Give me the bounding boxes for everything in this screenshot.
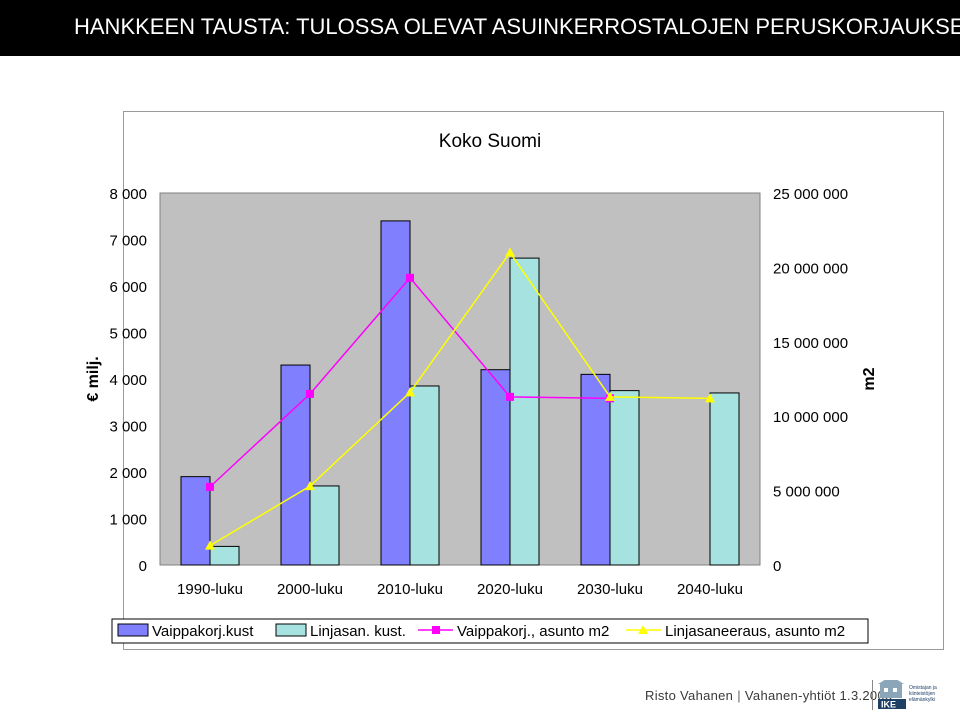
legend-swatch [117,623,149,637]
bar [209,545,240,566]
series-line [209,251,711,547]
y-tick-label: 7 000 [109,233,147,250]
bar [280,364,311,566]
bar [509,257,540,566]
footer: Risto Vahanen | Vahanen-yhtiöt 1.3.2005 [645,688,893,703]
legend-label: Linjasaneeraus, asunto m2 [665,623,845,640]
bar [609,390,640,566]
legend-marker [432,626,440,634]
point-marker [406,273,414,282]
point-marker [206,482,214,491]
y-tick-label: 5 000 [109,326,147,343]
x-tick-label: 2040-luku [677,581,743,598]
logo-text: IKE [881,700,896,710]
y2-axis-title: m2 [861,367,878,390]
y-tick-label: 6 000 [109,279,147,296]
y2-tick-label: 20 000 000 [773,260,848,277]
ike-logo: IKE Omistajan ja kiinteistöjen elämänkyl… [878,680,937,710]
point-marker [505,247,515,257]
point-marker [506,392,514,401]
y2-tick-label: 25 000 000 [773,186,848,203]
point-marker [605,391,615,401]
legend-box [111,618,869,644]
y-tick-label: 2 000 [109,465,147,482]
bar [580,373,611,566]
logo-line-3: elämänkylki [909,697,935,703]
bar [309,485,340,566]
y-tick-label: 8 000 [109,186,147,203]
legend-marker [638,625,648,634]
point-marker [306,389,314,398]
footer-separator: | [737,688,741,703]
footer-org: Vahanen-yhtiöt [744,688,836,703]
legend-label: Vaippakorj.kust [152,623,254,640]
y2-tick-label: 5 000 000 [773,484,840,501]
y2-tick-label: 15 000 000 [773,335,848,352]
footer-divider [872,680,873,710]
x-tick-label: 2020-luku [477,581,543,598]
point-marker [405,387,415,397]
legend-label: Linjasan. kust. [310,623,406,640]
plot-area [159,192,761,566]
chart-title: Koko Suomi [439,131,541,152]
bar [709,392,740,566]
point-marker [205,540,215,550]
x-tick-label: 1990-luku [177,581,243,598]
legend-swatch [275,623,307,637]
x-tick-label: 2000-luku [277,581,343,598]
x-tick-label: 2030-luku [577,581,643,598]
logo-line-2: kiinteistöjen [909,691,935,697]
y2-tick-label: 10 000 000 [773,409,848,426]
bar [409,385,440,566]
y2-tick-label: 0 [773,558,781,575]
slide-title: HANKKEEN TAUSTA: TULOSSA OLEVAT ASUINKER… [74,14,960,39]
y-tick-label: 3 000 [109,419,147,436]
logo-house-icon [880,683,902,698]
y-tick-label: 1 000 [109,512,147,529]
y-axis-title: € milj. [85,356,102,401]
legend-label: Vaippakorj., asunto m2 [457,623,609,640]
point-marker [705,393,715,403]
bar [380,220,411,566]
point-marker [305,481,315,491]
x-tick-label: 2010-luku [377,581,443,598]
logo-line-1: Omistajan ja [909,685,937,691]
bar [180,476,211,566]
footer-author: Risto Vahanen [645,688,734,703]
title-bar: HANKKEEN TAUSTA: TULOSSA OLEVAT ASUINKER… [0,0,960,56]
bar [480,369,511,566]
y-tick-label: 4 000 [109,372,147,389]
y-tick-label: 0 [139,558,147,575]
